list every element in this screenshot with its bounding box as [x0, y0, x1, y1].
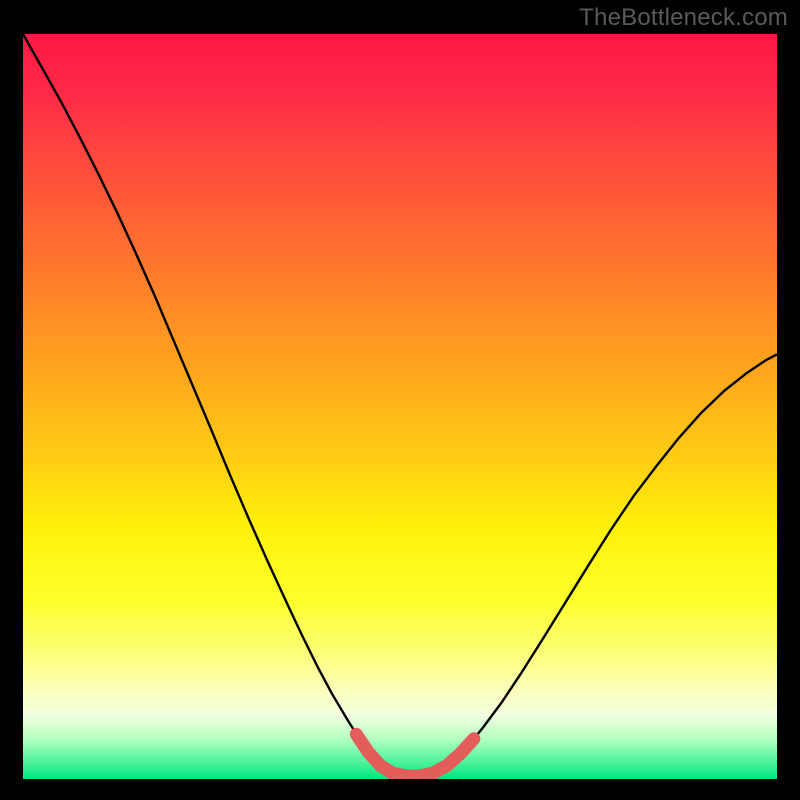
plot-area	[23, 34, 777, 779]
plot-background	[23, 34, 777, 779]
watermark-text: TheBottleneck.com	[579, 4, 788, 32]
chart-container: TheBottleneck.com	[0, 0, 800, 800]
chart-svg	[23, 34, 777, 779]
